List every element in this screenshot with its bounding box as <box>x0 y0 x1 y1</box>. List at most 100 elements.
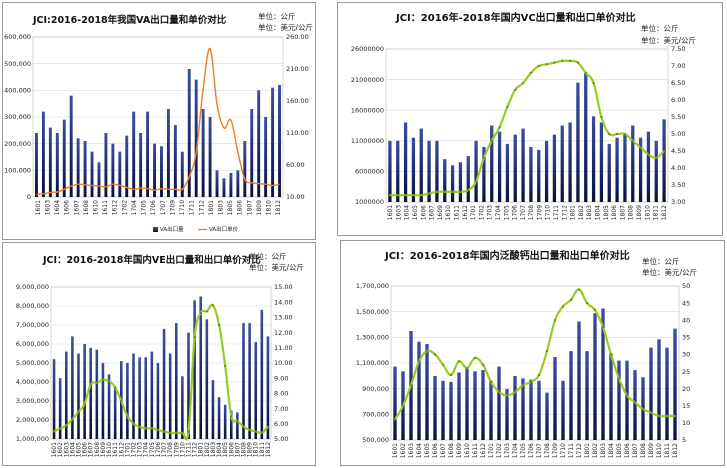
line-point <box>553 61 556 64</box>
bar <box>168 353 172 439</box>
chart-title: JCI：2016年-2018年国内VC出口量和出口单价对比 <box>395 11 636 24</box>
bar <box>482 146 486 202</box>
bar <box>166 109 170 197</box>
right-tick-label: 5.00 <box>274 435 288 443</box>
x-tick-label: 1709 <box>173 442 180 457</box>
unit-right-label: 单位：美元/公斤 <box>641 35 696 45</box>
bar <box>481 370 485 440</box>
bar <box>95 349 99 439</box>
bar <box>62 119 66 197</box>
bar <box>181 376 184 439</box>
x-tick-label: 1703 <box>504 443 511 458</box>
bar <box>208 117 212 197</box>
x-tick-label: 1603 <box>395 205 402 220</box>
x-tick-label: 1801 <box>570 205 577 220</box>
x-tick-label: 1808 <box>241 442 248 457</box>
bar <box>649 347 653 440</box>
x-tick-label: 1610 <box>106 442 113 457</box>
bar <box>544 140 549 202</box>
right-tick-label: 4.00 <box>671 164 685 172</box>
legend-label: VA出口量 <box>160 225 184 233</box>
x-tick-label: 1807 <box>234 442 241 457</box>
x-tick-label: 1809 <box>256 200 263 215</box>
bar <box>83 141 87 197</box>
left-tick-label: 1,700,000 <box>356 282 389 290</box>
x-tick-label: 1806 <box>611 205 618 220</box>
bar <box>250 109 254 197</box>
line-point <box>230 415 233 418</box>
x-tick-label: 1704 <box>512 443 519 458</box>
line-point <box>529 380 533 383</box>
right-tick-label: 160.00 <box>286 97 309 105</box>
bar <box>138 357 141 439</box>
line-point <box>393 418 397 421</box>
right-tick-label: 9.00 <box>274 374 288 382</box>
line-point <box>490 139 493 142</box>
bar <box>450 165 455 202</box>
bar <box>489 380 493 440</box>
x-tick-label: 1808 <box>628 205 635 220</box>
line-point <box>662 149 666 153</box>
bar <box>553 357 557 440</box>
line-point <box>625 394 629 397</box>
line-point <box>89 383 92 386</box>
chart-title: JCI：2016-2018年国内VE出口量和出口单价对比 <box>42 254 261 266</box>
unit-left-label: 单位：公斤 <box>258 11 296 21</box>
bar <box>260 309 264 439</box>
x-tick-label: 1707 <box>536 443 543 458</box>
bar <box>83 344 86 439</box>
right-tick-label: 5 <box>682 436 686 444</box>
bar <box>160 146 163 197</box>
x-tick-label: 1702 <box>121 200 128 215</box>
bar <box>458 162 463 202</box>
unit-right-label: 单位：美元/公斤 <box>258 22 313 32</box>
x-tick-label: 1811 <box>653 205 660 220</box>
unit-right-label: 单位：美元/公斤 <box>642 267 697 277</box>
bar <box>97 162 101 197</box>
bar <box>52 359 56 439</box>
left-tick-label: 400,000 <box>4 87 31 95</box>
bar <box>646 131 651 202</box>
line-point <box>254 430 257 433</box>
x-tick-label: 1710 <box>179 442 186 457</box>
x-tick-label: 1602 <box>400 443 407 458</box>
line-point <box>569 298 573 301</box>
bar <box>615 137 619 202</box>
line-point <box>126 415 129 418</box>
bar <box>146 111 150 197</box>
bar <box>411 137 416 202</box>
bar <box>107 374 111 439</box>
bar <box>396 140 400 202</box>
line-point <box>451 190 454 193</box>
x-tick-label: 1703 <box>137 442 144 457</box>
x-tick-label: 1712 <box>198 200 205 215</box>
x-tick-label: 1712 <box>576 443 583 458</box>
bar <box>242 323 245 439</box>
x-tick-label: 1704 <box>143 442 150 457</box>
line-point <box>433 353 437 356</box>
x-tick-label: 1803 <box>600 443 607 458</box>
line-point <box>181 431 184 435</box>
x-tick-label: 1710 <box>560 443 567 458</box>
line-point <box>647 153 650 156</box>
line-point <box>498 126 501 129</box>
bar <box>560 125 564 202</box>
bar <box>569 351 573 440</box>
bar <box>55 133 59 197</box>
left-tick-label: 3,000,000 <box>16 397 49 405</box>
bar <box>576 82 580 202</box>
bar <box>657 339 661 440</box>
bar <box>223 404 227 439</box>
x-tick-label: 1611 <box>112 442 119 457</box>
bar <box>505 389 509 440</box>
line-point <box>600 115 603 119</box>
bar <box>443 159 447 202</box>
x-tick-label: 1705 <box>503 205 510 220</box>
x-tick-label: 1707 <box>161 442 168 457</box>
bar <box>490 125 494 202</box>
line-point <box>425 349 429 353</box>
chart-vc: JCI：2016年-2018年国内VC出口量和出口单价对比 单位：公斤 单位：美元/… <box>337 2 723 236</box>
line-point <box>608 132 611 136</box>
line-point <box>568 59 572 63</box>
